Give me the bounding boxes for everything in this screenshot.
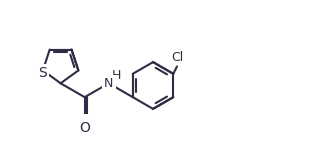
Text: S: S bbox=[38, 66, 47, 80]
Text: N: N bbox=[104, 77, 113, 90]
Text: H: H bbox=[112, 69, 121, 82]
Text: O: O bbox=[79, 121, 90, 135]
Text: Cl: Cl bbox=[172, 51, 184, 64]
